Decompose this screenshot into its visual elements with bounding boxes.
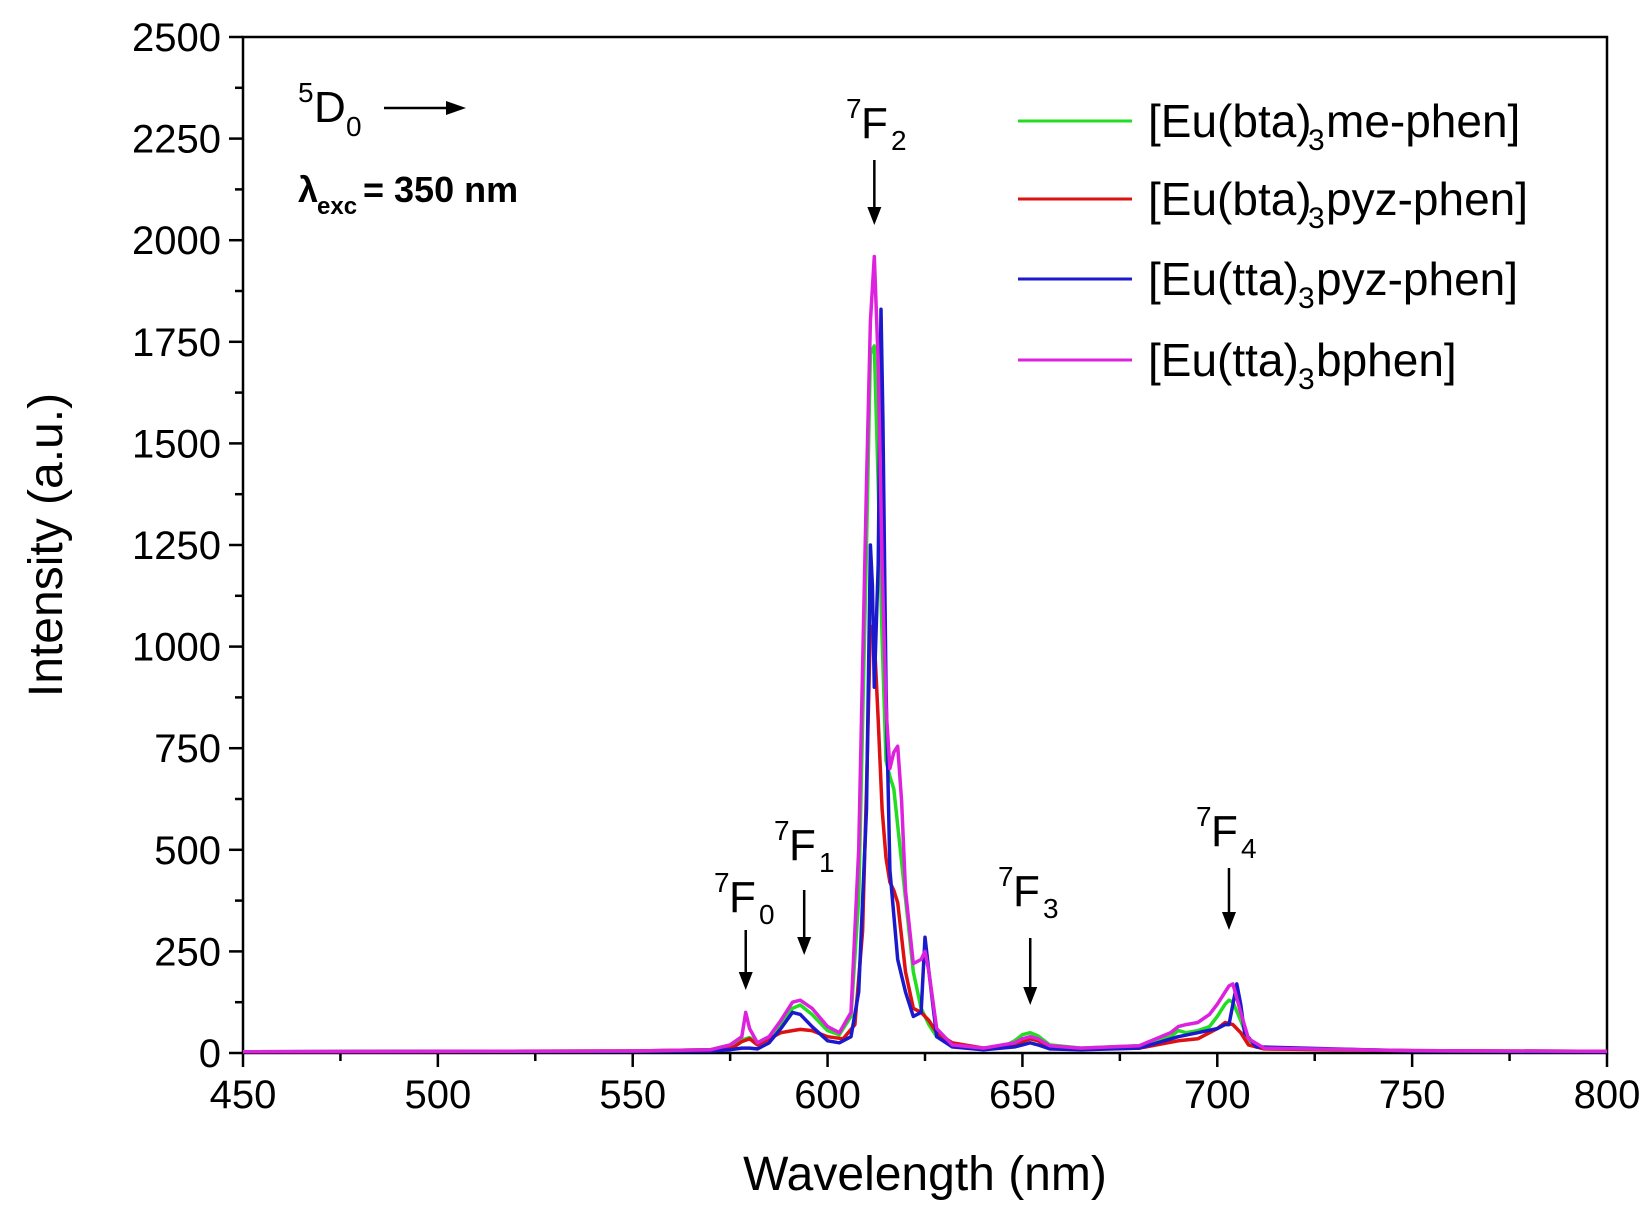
series-group bbox=[242, 254, 1608, 1054]
peak-label-f4: 7 F 4 bbox=[1196, 801, 1257, 864]
x-tick-label: 700 bbox=[1184, 1073, 1251, 1117]
y-tick-label: 1000 bbox=[132, 626, 221, 670]
legend-item-4: [Eu(tta) 3 bphen] bbox=[1018, 334, 1457, 396]
svg-text:3: 3 bbox=[1308, 202, 1325, 235]
svg-text:F: F bbox=[729, 873, 756, 922]
y-tick-label: 1750 bbox=[132, 321, 221, 365]
svg-text:0: 0 bbox=[759, 899, 775, 930]
svg-text:0: 0 bbox=[346, 111, 362, 142]
svg-text:bphen]: bphen] bbox=[1316, 334, 1457, 386]
axis-ticks: 450 500 550 600 650 700 750 8000250500750100012… bbox=[132, 16, 1640, 1117]
svg-text:me-phen]: me-phen] bbox=[1326, 95, 1520, 147]
svg-text:exc: exc bbox=[317, 193, 357, 220]
series-line-4 bbox=[242, 254, 1608, 1054]
svg-text:7: 7 bbox=[1196, 801, 1212, 832]
y-tick-label: 250 bbox=[154, 930, 221, 974]
excitation-label: λ exc = 350 nm bbox=[298, 169, 518, 220]
svg-text:F: F bbox=[1211, 807, 1238, 856]
y-tick-label: 1500 bbox=[132, 422, 221, 466]
y-tick-label: 2000 bbox=[132, 219, 221, 263]
legend-item-3: [Eu(tta) 3 pyz-phen] bbox=[1018, 253, 1518, 315]
svg-text:5: 5 bbox=[298, 77, 314, 108]
svg-text:= 350 nm: = 350 nm bbox=[363, 169, 518, 210]
peak-label-f3: 7 F 3 bbox=[998, 861, 1059, 924]
peak-arrow-head-f4 bbox=[1221, 912, 1236, 930]
svg-text:7: 7 bbox=[714, 867, 730, 898]
svg-text:7: 7 bbox=[998, 861, 1014, 892]
svg-text:[Eu(tta): [Eu(tta) bbox=[1148, 334, 1299, 386]
legend-item-1: [Eu(bta) 3 me-phen] bbox=[1018, 95, 1520, 157]
y-tick-label: 500 bbox=[154, 829, 221, 873]
peak-label-f1: 7 F 1 bbox=[774, 815, 835, 878]
y-tick-label: 1250 bbox=[132, 524, 221, 568]
x-tick-label: 500 bbox=[404, 1073, 471, 1117]
peak-arrow-head-f1 bbox=[797, 937, 812, 955]
svg-text:F: F bbox=[861, 99, 888, 148]
svg-text:F: F bbox=[789, 821, 816, 870]
x-tick-label: 800 bbox=[1574, 1073, 1641, 1117]
peak-arrow-head-f2 bbox=[867, 207, 882, 225]
peak-arrows bbox=[738, 160, 1236, 1005]
x-tick-label: 650 bbox=[989, 1073, 1056, 1117]
svg-text:pyz-phen]: pyz-phen] bbox=[1316, 253, 1518, 305]
transition-label: 5 D 0 bbox=[298, 77, 466, 142]
svg-text:1: 1 bbox=[819, 847, 835, 878]
svg-text:7: 7 bbox=[774, 815, 790, 846]
svg-text:3: 3 bbox=[1298, 282, 1315, 315]
peak-arrow-head-f0 bbox=[738, 972, 753, 990]
svg-text:pyz-phen]: pyz-phen] bbox=[1326, 173, 1528, 225]
peak-annotations: 7 F 0 7 F 1 7 F 2 7 F 3 7 F 4 bbox=[714, 93, 1257, 930]
y-tick-label: 0 bbox=[199, 1032, 221, 1076]
series-line-3 bbox=[242, 307, 1608, 1054]
x-tick-label: 450 bbox=[210, 1073, 277, 1117]
svg-text:3: 3 bbox=[1308, 124, 1325, 157]
svg-text:2: 2 bbox=[891, 125, 907, 156]
peak-label-f0: 7 F 0 bbox=[714, 867, 775, 930]
svg-text:λ: λ bbox=[298, 169, 318, 210]
legend-item-2: [Eu(bta) 3 pyz-phen] bbox=[1018, 173, 1528, 235]
series-line-2 bbox=[242, 624, 1608, 1054]
svg-text:3: 3 bbox=[1043, 893, 1059, 924]
peak-arrow-head-f3 bbox=[1023, 987, 1038, 1005]
y-axis-title: Intensity (a.u.) bbox=[20, 393, 73, 697]
svg-text:3: 3 bbox=[1298, 363, 1315, 396]
transition-arrow-head bbox=[446, 101, 466, 115]
legend: [Eu(bta) 3 me-phen] [Eu(bta) 3 pyz-phen]… bbox=[1018, 95, 1528, 396]
svg-text:[Eu(bta): [Eu(bta) bbox=[1148, 173, 1312, 225]
svg-text:4: 4 bbox=[1241, 833, 1257, 864]
x-tick-label: 750 bbox=[1379, 1073, 1446, 1117]
svg-text:7: 7 bbox=[846, 93, 862, 124]
x-tick-label: 550 bbox=[599, 1073, 666, 1117]
svg-text:[Eu(tta): [Eu(tta) bbox=[1148, 253, 1299, 305]
x-tick-label: 600 bbox=[794, 1073, 861, 1117]
svg-text:[Eu(bta): [Eu(bta) bbox=[1148, 95, 1312, 147]
y-tick-label: 2250 bbox=[132, 118, 221, 162]
peak-label-f2: 7 F 2 bbox=[846, 93, 907, 156]
svg-text:F: F bbox=[1013, 867, 1040, 916]
svg-text:D: D bbox=[314, 83, 346, 132]
y-tick-label: 2500 bbox=[132, 16, 221, 60]
y-tick-label: 750 bbox=[154, 727, 221, 771]
series-line-1 bbox=[242, 344, 1608, 1054]
x-axis-title: Wavelength (nm) bbox=[743, 1148, 1107, 1201]
